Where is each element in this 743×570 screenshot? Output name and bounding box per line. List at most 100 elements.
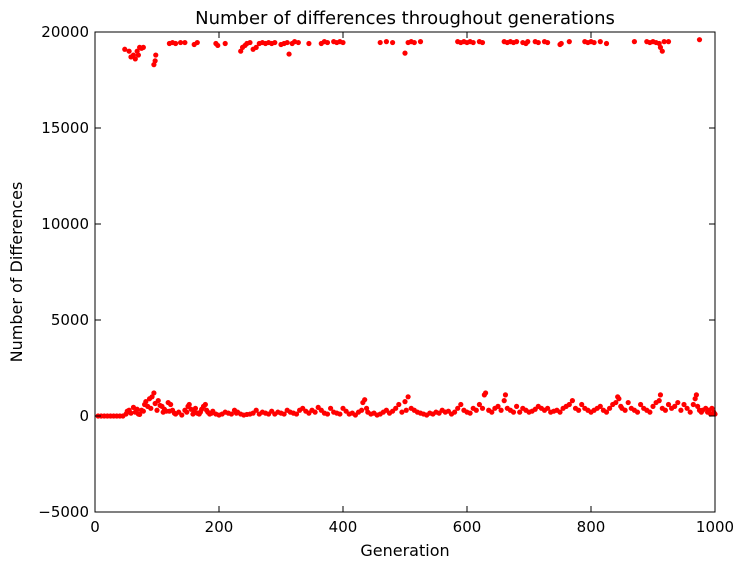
data-point xyxy=(616,396,622,402)
x-axis-title: Generation xyxy=(360,541,449,560)
data-point xyxy=(192,405,199,411)
data-point xyxy=(153,52,159,58)
plot-area xyxy=(95,32,715,512)
x-tick-label: 1000 xyxy=(696,518,734,536)
x-tick-label: 0 xyxy=(90,518,100,536)
data-point xyxy=(411,39,417,46)
data-point xyxy=(650,403,656,409)
data-point xyxy=(634,409,641,415)
data-point xyxy=(535,39,541,46)
data-point xyxy=(253,44,259,50)
plot-frame xyxy=(94,31,716,513)
data-point xyxy=(470,39,476,46)
data-point xyxy=(143,399,149,405)
data-point xyxy=(647,409,653,415)
data-point xyxy=(179,412,185,418)
data-point xyxy=(137,411,143,418)
y-tick-label: 20000 xyxy=(41,23,89,41)
data-point xyxy=(130,52,137,58)
data-point xyxy=(687,409,693,415)
data-point xyxy=(607,405,613,411)
data-point xyxy=(657,392,664,398)
data-point xyxy=(194,39,200,46)
data-point xyxy=(272,39,278,46)
data-point xyxy=(569,398,576,404)
data-point xyxy=(359,407,365,413)
data-point xyxy=(417,39,424,45)
data-point xyxy=(696,37,703,43)
data-point xyxy=(247,39,253,46)
data-point xyxy=(324,411,331,417)
data-point xyxy=(458,401,464,408)
data-point xyxy=(479,405,486,411)
data-point xyxy=(566,401,572,408)
data-points xyxy=(95,37,718,419)
data-point xyxy=(603,40,610,47)
data-point xyxy=(324,39,331,46)
data-point xyxy=(284,39,290,46)
data-point xyxy=(501,398,507,404)
data-point xyxy=(631,39,638,45)
data-point xyxy=(473,407,479,413)
data-point xyxy=(576,407,582,413)
data-point xyxy=(281,411,287,417)
data-point xyxy=(122,46,128,52)
data-point xyxy=(362,397,368,403)
data-point xyxy=(151,390,157,396)
data-point xyxy=(140,408,146,414)
data-point xyxy=(390,39,396,46)
data-point xyxy=(693,392,700,398)
y-tick-label: 0 xyxy=(79,407,89,425)
data-point xyxy=(566,39,572,45)
data-point xyxy=(177,39,184,46)
data-point xyxy=(286,51,292,57)
data-point xyxy=(483,390,489,396)
data-point xyxy=(337,411,343,417)
data-point xyxy=(396,401,402,408)
data-point xyxy=(455,405,461,411)
data-point xyxy=(545,39,551,46)
chart-title: Number of differences throughout generat… xyxy=(195,8,615,29)
data-point xyxy=(149,394,155,400)
data-point xyxy=(622,407,628,413)
data-point xyxy=(709,405,715,411)
data-point xyxy=(467,410,473,416)
data-point xyxy=(558,40,564,47)
data-point xyxy=(591,39,597,46)
data-point xyxy=(597,39,603,45)
data-point xyxy=(154,407,160,413)
x-tick-label: 600 xyxy=(453,518,482,536)
data-point xyxy=(182,39,188,46)
data-point xyxy=(377,39,383,46)
data-point xyxy=(293,411,300,417)
data-point xyxy=(132,56,138,62)
data-point xyxy=(405,394,411,400)
data-point xyxy=(657,44,664,50)
data-point xyxy=(393,405,399,411)
data-point xyxy=(625,399,631,406)
data-point xyxy=(545,405,551,411)
data-point xyxy=(690,401,696,408)
data-point xyxy=(510,409,517,415)
data-point xyxy=(383,39,389,45)
data-point xyxy=(399,409,405,415)
y-tick-label: 5000 xyxy=(51,311,89,329)
data-point xyxy=(479,39,486,46)
data-point xyxy=(186,401,192,408)
data-point xyxy=(148,405,154,411)
data-point xyxy=(489,409,495,415)
data-point xyxy=(202,401,208,408)
data-point xyxy=(514,39,520,45)
y-tick-label: 10000 xyxy=(41,215,89,233)
data-point xyxy=(135,52,141,58)
data-point xyxy=(656,398,662,404)
data-point xyxy=(312,409,318,415)
data-point xyxy=(675,399,681,406)
data-point xyxy=(638,401,644,408)
data-point xyxy=(184,409,190,415)
y-tick-label: 15000 xyxy=(41,119,89,137)
data-point xyxy=(476,401,482,408)
data-point xyxy=(155,398,161,404)
data-point xyxy=(665,401,672,408)
data-point xyxy=(525,39,531,45)
